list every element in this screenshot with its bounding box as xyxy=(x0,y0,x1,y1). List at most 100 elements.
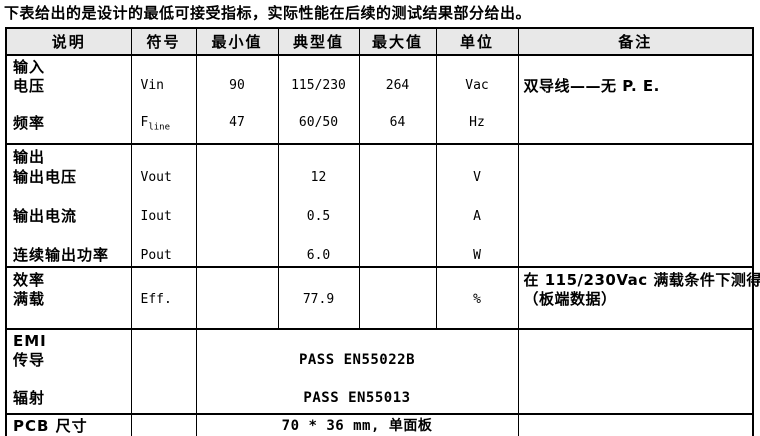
cell-line: 传导 xyxy=(13,350,46,369)
cell-line: 双导线——无 P. E. xyxy=(523,76,660,95)
spec-table: 说明 符号 最小值 典型值 最大值 单位 备注 输入 电压 频率 Vin Fline 90… xyxy=(5,27,760,436)
cell-line xyxy=(437,187,518,207)
input-max-cell: 264 64 xyxy=(358,54,437,145)
cell-line: Pout xyxy=(140,247,172,263)
cell-line xyxy=(141,58,196,77)
cell-line xyxy=(524,58,753,77)
pcb-desc-cell: PCB 尺寸 xyxy=(5,412,132,436)
cell-line xyxy=(524,114,753,133)
cell-line: W xyxy=(473,247,481,263)
cell-line: 12 xyxy=(310,169,327,185)
cell-line xyxy=(524,351,753,370)
cell-line: EMI xyxy=(13,331,47,350)
output-typ-cell: 12 0.5 6.0 xyxy=(277,143,360,268)
cell-line: Vin xyxy=(140,77,164,93)
input-typ-cell: 115/230 60/50 xyxy=(277,54,360,145)
emi-symbol-cell xyxy=(130,327,197,415)
cell-line xyxy=(360,207,436,227)
cell-line: 满载 xyxy=(13,289,46,308)
pcb-remark-cell xyxy=(517,412,754,436)
pcb-merged-cell: 70 * 36 mm, 单面板 xyxy=(195,412,519,436)
cell-line xyxy=(524,309,753,328)
cell-line xyxy=(360,58,436,77)
cell-line xyxy=(524,148,753,168)
input-symbol-cell: Vin Fline xyxy=(130,54,197,145)
cell-line xyxy=(437,148,518,168)
cell-line: 输入 xyxy=(13,58,46,76)
cell-line: PASS EN55013 xyxy=(303,390,411,407)
cell-line: Iout xyxy=(140,208,172,224)
cell-line: 效率 xyxy=(13,270,46,289)
section-row-pcb: PCB 尺寸 70 * 36 mm, 单面板 xyxy=(5,412,754,436)
cell-line xyxy=(141,271,196,290)
header-typ: 典型值 xyxy=(277,27,360,56)
input-min-cell: 90 47 xyxy=(195,54,279,145)
header-row: 说明 符号 最小值 典型值 最大值 单位 备注 xyxy=(5,27,754,56)
cell-line: 输出 xyxy=(13,148,46,166)
cell-line xyxy=(360,168,436,188)
cell-line xyxy=(13,187,131,207)
cell-line xyxy=(360,148,436,168)
cell-line: 70 * 36 mm, 单面板 xyxy=(281,417,433,434)
cell-line xyxy=(524,226,753,246)
cell-line xyxy=(360,95,436,114)
efficiency-remark-cell: 在 115/230Vac 满载条件下测得 （板端数据） xyxy=(517,265,760,330)
cell-line xyxy=(197,271,278,290)
output-unit-cell: V A W xyxy=(435,143,519,268)
cell-line xyxy=(141,370,196,389)
cell-line xyxy=(437,226,518,246)
spec-table-body: 输入 电压 频率 Vin Fline 90 47 115/230 60/50 264 64 Vac Hz… xyxy=(5,54,760,436)
cell-line: PASS EN55022B xyxy=(298,351,416,368)
cell-line xyxy=(13,226,131,246)
cell-line: PCB 尺寸 xyxy=(13,416,88,435)
cell-line: Vac xyxy=(465,77,489,93)
header-max: 最大值 xyxy=(358,27,437,56)
cell-line xyxy=(360,226,436,246)
cell-line: 6.0 xyxy=(306,247,331,263)
cell-line: V xyxy=(473,169,481,185)
cell-line: Eff. xyxy=(140,291,172,307)
cell-line xyxy=(360,246,436,266)
cell-line: 77.9 xyxy=(302,291,335,307)
cell-line: 47 xyxy=(229,114,245,130)
header-desc: 说明 xyxy=(5,27,132,56)
cell-line xyxy=(524,187,753,207)
header-remark: 备注 xyxy=(517,27,754,56)
cell-line xyxy=(360,309,436,328)
cell-line: 60/50 xyxy=(298,114,339,130)
cell-line xyxy=(360,271,436,290)
cell-line xyxy=(197,58,278,77)
cell-line: 输出电流 xyxy=(13,206,78,225)
output-min-cell xyxy=(195,143,279,268)
cell-line: （板端数据） xyxy=(523,289,617,308)
cell-line: Hz xyxy=(469,114,485,130)
cell-line xyxy=(197,226,278,246)
efficiency-desc-cell: 效率 满载 xyxy=(5,265,132,330)
cell-line: Fline xyxy=(140,114,171,133)
efficiency-typ-cell: 77.9 xyxy=(277,265,360,330)
intro-text: 下表给出的是设计的最低可接受指标，实际性能在后续的测试结果部分给出。 xyxy=(4,4,532,22)
cell-line xyxy=(279,148,359,168)
cell-line: 输出电压 xyxy=(13,167,78,186)
cell-line xyxy=(524,332,753,351)
cell-line xyxy=(141,148,196,168)
cell-line xyxy=(141,226,196,246)
section-row-output: 输出 输出电压 输出电流 连续输出功率 Vout Iout Pout 12 0.5 6.0 V A W xyxy=(5,143,754,268)
cell-line xyxy=(279,309,359,328)
cell-line xyxy=(437,309,518,328)
cell-line xyxy=(524,416,753,436)
cell-line xyxy=(197,148,278,168)
efficiency-max-cell xyxy=(358,265,437,330)
input-remark-cell: 双导线——无 P. E. xyxy=(517,54,754,145)
cell-line xyxy=(141,389,196,408)
cell-line xyxy=(279,226,359,246)
header-unit: 单位 xyxy=(435,27,519,56)
symbol-subscript: line xyxy=(148,122,171,133)
cell-line xyxy=(197,207,278,227)
cell-line xyxy=(279,271,359,290)
pcb-symbol-cell xyxy=(130,412,197,436)
cell-line: 115/230 xyxy=(291,77,346,93)
cell-line: 连续输出功率 xyxy=(13,245,110,264)
cell-line: 264 xyxy=(385,77,410,93)
